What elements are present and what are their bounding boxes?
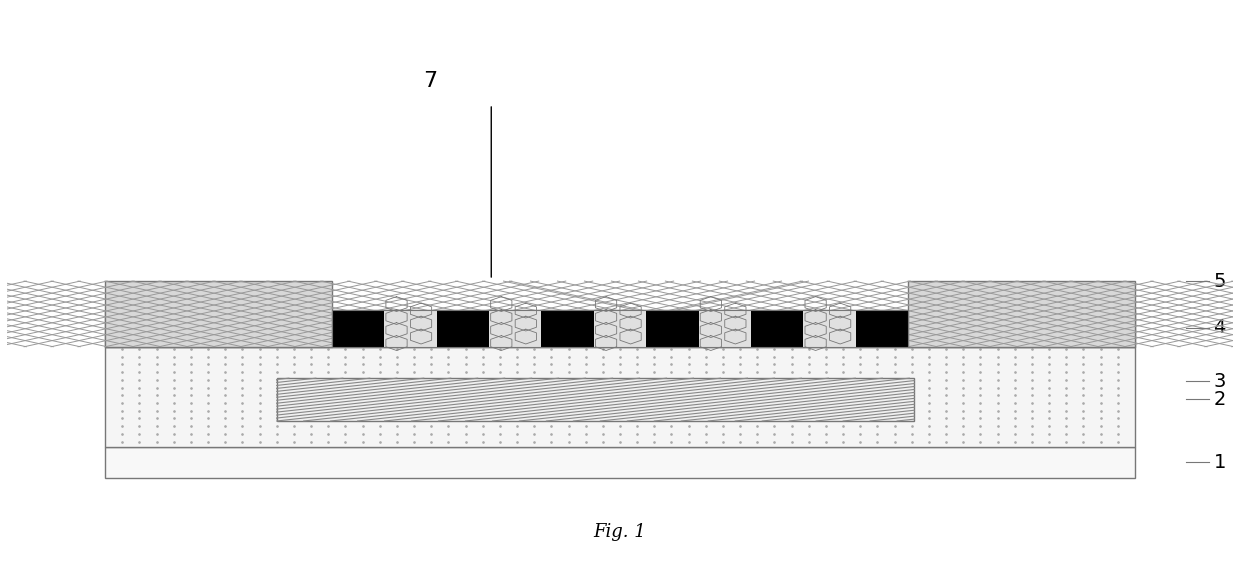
Bar xyxy=(277,378,914,421)
Text: 1: 1 xyxy=(1214,453,1226,472)
Bar xyxy=(436,309,489,347)
Text: Fig. 1: Fig. 1 xyxy=(594,524,646,541)
Bar xyxy=(751,309,804,347)
Text: 7: 7 xyxy=(423,71,436,91)
Bar xyxy=(856,309,908,347)
Bar xyxy=(332,309,908,347)
Bar xyxy=(698,309,751,347)
Text: 5: 5 xyxy=(1214,271,1226,291)
Text: 2: 2 xyxy=(1214,390,1226,409)
Bar xyxy=(105,347,1135,447)
Bar xyxy=(489,309,542,347)
Bar xyxy=(384,309,436,347)
Bar xyxy=(646,309,698,347)
Bar xyxy=(804,309,856,347)
Text: 4: 4 xyxy=(1214,318,1226,338)
Bar xyxy=(908,281,1135,347)
Bar xyxy=(594,309,646,347)
Bar xyxy=(105,281,332,347)
Bar xyxy=(542,309,594,347)
Bar xyxy=(332,309,384,347)
Bar xyxy=(105,447,1135,478)
Bar xyxy=(105,309,1135,347)
Text: 3: 3 xyxy=(1214,371,1226,391)
